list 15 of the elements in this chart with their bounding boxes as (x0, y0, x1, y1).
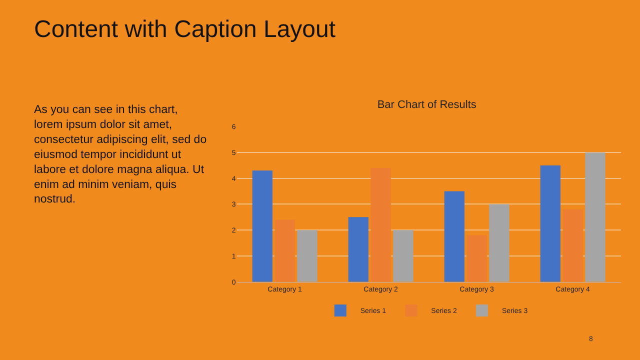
chart-title: Bar Chart of Results (377, 99, 477, 111)
bar (466, 235, 487, 282)
bar (297, 230, 318, 282)
text: As you can see in this chart, lorem ipsum dolor sit amet, consectetur adipiscing elit, sed do eiusmod tempor incididunt ut labore et dolore magna aliqua. Ut enim ad minim veniam, quis nostrud. (34, 104, 207, 206)
bar (444, 191, 464, 282)
bar (370, 168, 391, 282)
bar (274, 220, 295, 282)
bar (585, 152, 606, 282)
bar (393, 230, 414, 282)
bar (562, 209, 583, 282)
bar (348, 217, 368, 282)
bar (252, 170, 272, 282)
bar (489, 204, 510, 282)
bar (540, 165, 560, 282)
text: Content with Caption Layout (34, 16, 336, 43)
